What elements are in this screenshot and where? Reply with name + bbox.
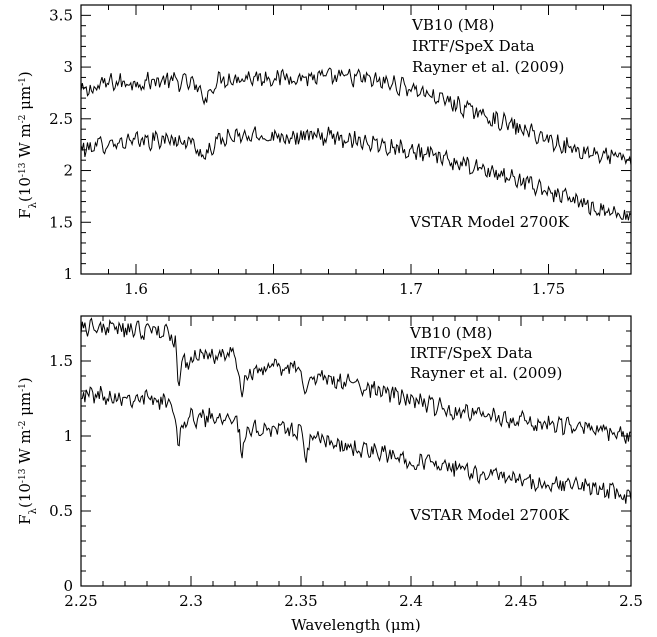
axis-ticks [80, 315, 632, 587]
model-label: VSTAR Model 2700K [409, 506, 570, 524]
y-tick-label: 2 [63, 162, 73, 180]
tick-labels: 1.6 1.65 1.7 1.75 1 1.5 2 2.5 3 3.5 [49, 6, 565, 298]
y-tick-label: 1 [63, 265, 73, 283]
x-tick-label: 1.7 [399, 280, 423, 298]
x-tick-label: 1.75 [532, 280, 565, 298]
x-tick-label: 2.3 [179, 592, 203, 610]
annotation-object: VB10 (M8) [411, 16, 494, 34]
x-tick-label: 2.5 [619, 592, 643, 610]
axis-ticks [80, 4, 632, 275]
annotation-instrument: IRTF/SpeX Data [410, 344, 533, 362]
x-tick-label: 2.35 [284, 592, 317, 610]
y-tick-label: 0.5 [49, 502, 73, 520]
annotation-reference: Rayner et al. (2009) [412, 58, 564, 76]
x-tick-label: 1.65 [257, 280, 290, 298]
y-tick-label: 3 [63, 58, 73, 76]
y-tick-label: 3.5 [49, 6, 73, 24]
model-label: VSTAR Model 2700K [409, 213, 570, 231]
series-lines [80, 317, 632, 504]
x-tick-label: 1.6 [124, 280, 148, 298]
y-tick-label: 1.5 [49, 352, 73, 370]
annotation-instrument: IRTF/SpeX Data [412, 37, 535, 55]
y-tick-label: 0 [63, 577, 73, 595]
annotation-reference: Rayner et al. (2009) [410, 364, 562, 382]
spectrum-line-2 [80, 126, 632, 221]
x-tick-label: 2.45 [504, 592, 537, 610]
spectrum-line-1 [80, 67, 632, 166]
x-axis-title: Wavelength (μm) [291, 616, 420, 634]
panel-h-band: 1.6 1.65 1.7 1.75 1 1.5 2 2.5 3 3.5 VB10 (M8) IRT… [49, 4, 632, 298]
y-tick-label: 2.5 [49, 110, 73, 128]
y-axis-title-top: Fλ(10-13 W m-2 μm-1) [16, 71, 39, 219]
annotation-object: VB10 (M8) [409, 324, 492, 342]
x-tick-label: 2.4 [399, 592, 423, 610]
tick-labels: 2.25 2.3 2.35 2.4 2.45 2.5 0 0.5 1 1.5 [49, 352, 643, 610]
series-lines [80, 67, 632, 221]
y-axis-title-bottom: Fλ(10-13 W m-2 μm-1) [16, 377, 39, 525]
y-tick-label: 1.5 [49, 213, 73, 231]
panel-k-band: 2.25 2.3 2.35 2.4 2.45 2.500.511.5 VB10 (M8) … [49, 315, 643, 610]
x-tick-label: 2.25 [64, 592, 97, 610]
spectrum-line-1 [80, 317, 632, 444]
y-tick-label: 1 [63, 427, 73, 445]
spectrum-line-2 [80, 385, 632, 504]
